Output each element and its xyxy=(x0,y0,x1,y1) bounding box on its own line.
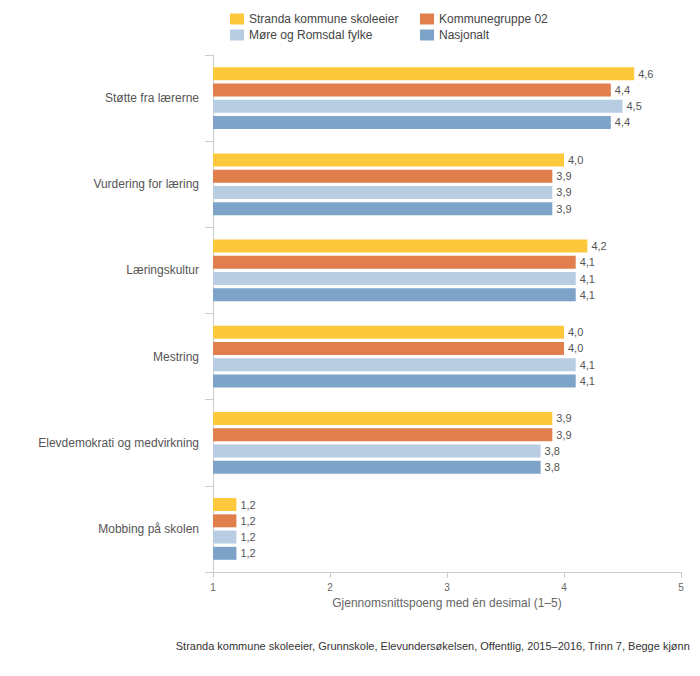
svg-text:4,0: 4,0 xyxy=(568,326,583,338)
svg-text:2: 2 xyxy=(327,582,333,593)
svg-text:3,8: 3,8 xyxy=(545,461,560,473)
svg-text:4,6: 4,6 xyxy=(638,68,653,80)
svg-text:Nasjonalt: Nasjonalt xyxy=(439,28,490,42)
svg-text:4,0: 4,0 xyxy=(568,154,583,166)
svg-text:1,2: 1,2 xyxy=(240,531,255,543)
svg-text:1,2: 1,2 xyxy=(240,547,255,559)
svg-text:Elevdemokrati og medvirkning: Elevdemokrati og medvirkning xyxy=(38,436,199,450)
svg-text:Kommunegruppe 02: Kommunegruppe 02 xyxy=(439,12,548,26)
svg-text:Vurdering for læring: Vurdering for læring xyxy=(93,177,199,191)
svg-text:4,0: 4,0 xyxy=(568,342,583,354)
svg-text:Mobbing på skolen: Mobbing på skolen xyxy=(98,522,199,536)
svg-text:3,9: 3,9 xyxy=(556,429,571,441)
svg-text:1: 1 xyxy=(210,582,216,593)
svg-text:Stranda kommune skoleeier, Gru: Stranda kommune skoleeier, Grunnskole, E… xyxy=(176,640,690,652)
svg-text:1,2: 1,2 xyxy=(240,515,255,527)
svg-text:Møre og Romsdal fylke: Møre og Romsdal fylke xyxy=(249,28,373,42)
svg-text:4,5: 4,5 xyxy=(627,100,642,112)
svg-text:4,1: 4,1 xyxy=(580,359,595,371)
svg-text:3,9: 3,9 xyxy=(556,170,571,182)
svg-text:Mestring: Mestring xyxy=(153,350,199,364)
svg-text:4,2: 4,2 xyxy=(591,240,606,252)
svg-text:Gjennomsnittspoeng med én desi: Gjennomsnittspoeng med én desimal (1–5) xyxy=(332,596,561,610)
svg-text:Læringskultur: Læringskultur xyxy=(126,263,199,277)
svg-text:3,9: 3,9 xyxy=(556,186,571,198)
svg-text:4,1: 4,1 xyxy=(580,289,595,301)
svg-text:Støtte fra lærerne: Støtte fra lærerne xyxy=(105,91,199,105)
svg-text:4,1: 4,1 xyxy=(580,256,595,268)
svg-text:4: 4 xyxy=(561,582,567,593)
svg-text:3: 3 xyxy=(444,582,450,593)
svg-text:3,9: 3,9 xyxy=(556,203,571,215)
svg-text:4,4: 4,4 xyxy=(615,84,630,96)
svg-text:Stranda kommune skoleeier: Stranda kommune skoleeier xyxy=(249,12,398,26)
svg-text:4,1: 4,1 xyxy=(580,375,595,387)
svg-text:5: 5 xyxy=(678,582,684,593)
svg-text:4,1: 4,1 xyxy=(580,273,595,285)
svg-text:1,2: 1,2 xyxy=(240,499,255,511)
svg-text:4,4: 4,4 xyxy=(615,116,630,128)
svg-text:3,8: 3,8 xyxy=(545,445,560,457)
svg-text:3,9: 3,9 xyxy=(556,412,571,424)
